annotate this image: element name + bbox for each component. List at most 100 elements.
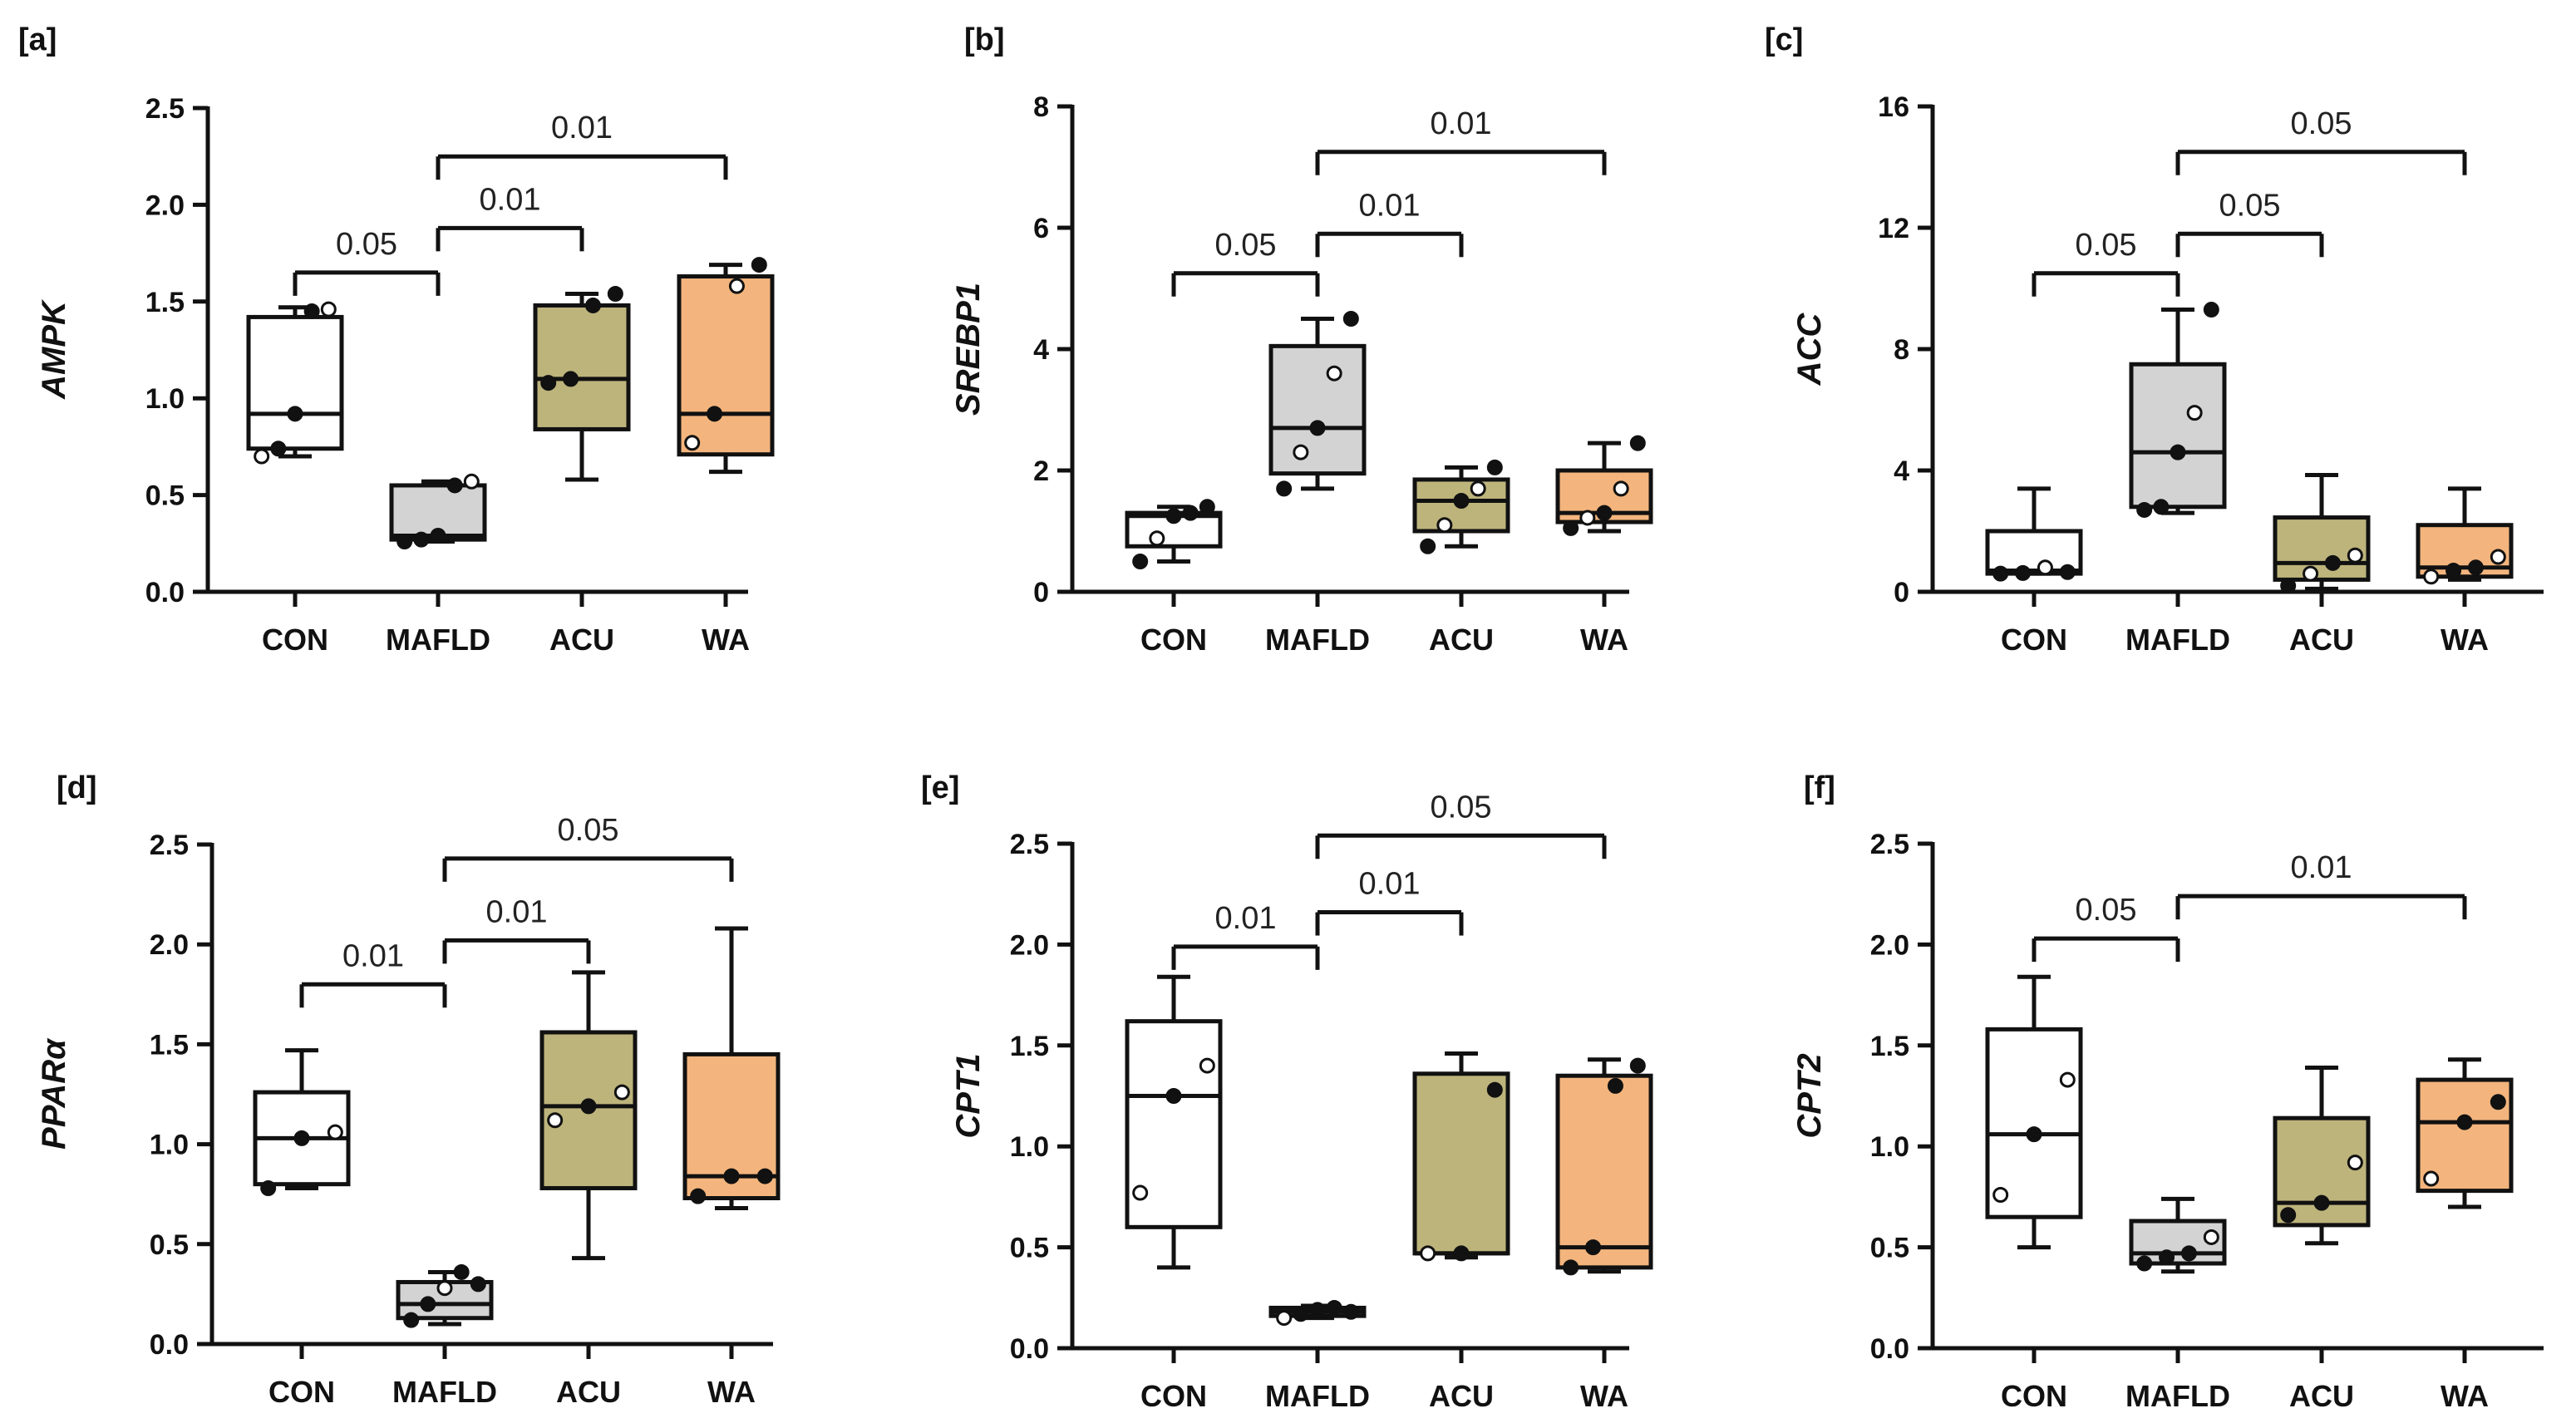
x-tick-label: MAFLD xyxy=(2125,1379,2230,1413)
box-wa xyxy=(2416,486,2514,585)
panel-label: [e] xyxy=(921,771,959,805)
panel-label: [b] xyxy=(964,22,1005,57)
data-point xyxy=(1579,510,1596,526)
p-value-label: 0.01 xyxy=(1359,867,1421,902)
box-con xyxy=(246,301,344,465)
y-tick-label: 2.5 xyxy=(145,93,185,125)
data-point xyxy=(2313,1194,2330,1211)
data-point xyxy=(403,1312,420,1328)
significance-bracket: 0.05 xyxy=(2032,228,2180,297)
data-point xyxy=(1992,1186,2009,1203)
y-axis-label: PPARα xyxy=(36,1037,72,1150)
y-tick-label: 0.5 xyxy=(1010,1233,1049,1264)
data-point xyxy=(1607,1077,1623,1094)
significance-bracket: 0.05 xyxy=(442,813,734,882)
p-value-label: 0.01 xyxy=(480,182,541,217)
p-value-label: 0.05 xyxy=(558,813,619,848)
data-point xyxy=(1309,1302,1326,1318)
panel-d: [d] PPARα 0.0 0.5 1.0 1.5 2.0 2.5 CON MAFLD ACU WA 0… xyxy=(36,771,781,1409)
box-con xyxy=(1985,974,2083,1250)
data-point xyxy=(2347,547,2363,564)
data-point xyxy=(470,1276,486,1293)
box-con xyxy=(1985,486,2083,582)
data-point xyxy=(1486,459,1503,475)
data-point xyxy=(2170,444,2186,460)
data-point xyxy=(1453,1245,1470,1262)
box-iqr xyxy=(2129,362,2227,510)
significance-bracket: 0.05 xyxy=(293,227,441,296)
data-point xyxy=(270,441,287,457)
box-acu xyxy=(533,285,631,482)
data-point xyxy=(453,1263,470,1280)
box-wa xyxy=(2416,1057,2514,1209)
data-point xyxy=(287,406,303,422)
significance-bracket: 0.01 xyxy=(436,182,584,252)
y-tick-label: 1.5 xyxy=(1010,1031,1049,1062)
panel-f: [f] CPT2 0.0 0.5 1.0 1.5 2.0 2.5 CON MAFLD ACU WA 0.… xyxy=(1791,771,2544,1413)
x-tick-label: WA xyxy=(1580,623,1628,657)
data-point xyxy=(2490,549,2506,565)
data-point xyxy=(293,1130,310,1146)
data-point xyxy=(690,1188,707,1204)
data-point xyxy=(1613,480,1629,497)
box-wa xyxy=(1555,1057,1653,1276)
y-tick-label: 1.0 xyxy=(145,383,185,415)
data-point xyxy=(413,531,430,548)
box-iqr xyxy=(533,303,631,431)
box-mafld xyxy=(2129,1196,2227,1274)
data-point xyxy=(1596,505,1613,521)
significance-bracket: 0.01 xyxy=(1171,901,1320,970)
data-point xyxy=(584,297,601,313)
data-point xyxy=(303,303,320,319)
x-tick-label: CON xyxy=(2001,1379,2067,1413)
data-point xyxy=(1293,444,1309,460)
box-con xyxy=(1125,499,1223,569)
data-point xyxy=(2159,1249,2175,1266)
y-tick-label: 0 xyxy=(1894,577,1909,608)
data-point xyxy=(2490,1094,2506,1110)
x-tick-label: CON xyxy=(1140,623,1207,657)
data-point xyxy=(2059,564,2076,580)
data-point xyxy=(2186,405,2203,421)
x-tick-label: ACU xyxy=(556,1375,621,1409)
p-value-label: 0.01 xyxy=(342,938,404,973)
significance-bracket: 0.01 xyxy=(299,938,447,1008)
y-tick-label: 2.0 xyxy=(1870,929,1909,961)
data-point xyxy=(2180,1245,2197,1262)
y-tick-label: 2.0 xyxy=(150,929,189,961)
data-point xyxy=(2136,1255,2153,1272)
data-point xyxy=(751,257,767,273)
box-iqr xyxy=(246,314,344,451)
box-mafld xyxy=(389,473,487,549)
data-point xyxy=(1470,480,1486,497)
data-point xyxy=(1453,493,1470,509)
p-value-label: 0.01 xyxy=(1431,106,1492,141)
x-tick-label: ACU xyxy=(2289,623,2354,657)
x-tick-label: MAFLD xyxy=(392,1375,497,1409)
data-point xyxy=(436,1280,453,1297)
data-point xyxy=(2059,1071,2076,1088)
y-tick-label: 0.0 xyxy=(150,1329,189,1361)
box-iqr xyxy=(1412,1071,1510,1256)
data-point xyxy=(613,1084,630,1100)
box-con xyxy=(253,1048,351,1196)
x-tick-label: CON xyxy=(262,623,328,657)
p-value-label: 0.01 xyxy=(2291,850,2352,885)
data-point xyxy=(1293,1306,1309,1322)
data-point xyxy=(563,371,579,387)
panel-label: [d] xyxy=(57,771,97,805)
x-tick-label: MAFLD xyxy=(1265,623,1370,657)
p-value-label: 0.05 xyxy=(2076,228,2137,263)
data-point xyxy=(327,1124,343,1140)
data-point xyxy=(1629,435,1646,451)
data-point xyxy=(1420,1245,1436,1262)
y-tick-label: 2 xyxy=(1033,455,1049,487)
box-mafld xyxy=(396,1263,494,1328)
y-tick-label: 8 xyxy=(1894,334,1909,366)
significance-bracket: 0.05 xyxy=(1171,228,1320,297)
significance-bracket: 0.01 xyxy=(2175,850,2467,920)
x-tick-label: ACU xyxy=(2289,1379,2354,1413)
data-point xyxy=(1326,1299,1342,1316)
box-acu xyxy=(2273,472,2371,594)
